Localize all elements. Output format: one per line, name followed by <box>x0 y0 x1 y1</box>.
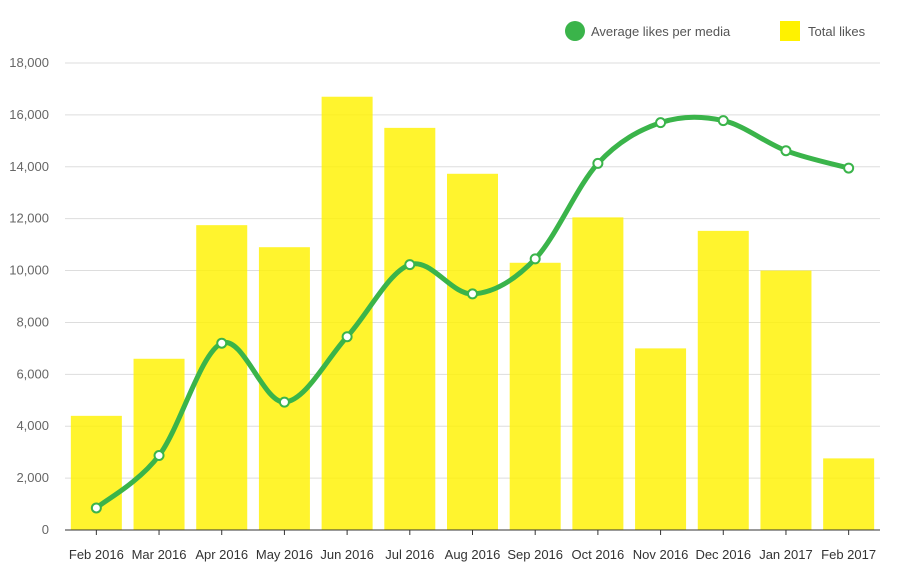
line-point <box>780 145 792 157</box>
line-point <box>153 450 165 462</box>
x-tick-label: Oct 2016 <box>572 547 625 562</box>
x-tick-label: May 2016 <box>256 547 313 562</box>
bar <box>823 458 875 530</box>
line-point <box>843 162 855 174</box>
series-line-average-likes <box>93 114 852 511</box>
x-tick-label: Jul 2016 <box>385 547 434 562</box>
x-tick-label: Apr 2016 <box>195 547 248 562</box>
x-tick-label: Dec 2016 <box>695 547 751 562</box>
line-point <box>717 115 729 127</box>
x-tick-label: Jan 2017 <box>759 547 813 562</box>
y-tick-label: 0 <box>42 522 49 537</box>
line-point <box>592 157 604 169</box>
y-tick-label: 6,000 <box>16 366 49 381</box>
line-point <box>655 117 667 129</box>
legend: Average likes per media Total likes <box>565 21 866 41</box>
line-point <box>467 288 478 300</box>
line-point <box>341 331 353 343</box>
line-point <box>90 502 102 514</box>
x-tick-label: Mar 2016 <box>132 547 187 562</box>
legend-label-average-likes: Average likes per media <box>591 24 731 39</box>
y-tick-label: 8,000 <box>16 314 49 329</box>
y-tick-label: 18,000 <box>9 55 49 70</box>
line-point <box>278 396 290 408</box>
y-tick-label: 14,000 <box>9 159 49 174</box>
bar <box>697 230 749 531</box>
y-tick-label: 12,000 <box>9 211 49 226</box>
line-point <box>529 253 541 265</box>
legend-marker-total-likes <box>780 21 800 41</box>
y-tick-label: 4,000 <box>16 418 49 433</box>
legend-marker-average-likes <box>565 21 585 41</box>
line-point <box>216 337 228 349</box>
x-tick-label: Jun 2016 <box>320 547 374 562</box>
line-point <box>404 259 416 271</box>
y-tick-label: 16,000 <box>9 107 49 122</box>
bar <box>635 348 687 530</box>
y-tick-label: 2,000 <box>16 470 49 485</box>
bar <box>572 217 624 530</box>
bar <box>447 173 498 530</box>
bar <box>509 262 561 530</box>
bar <box>196 225 248 530</box>
x-tick-label: Nov 2016 <box>633 547 689 562</box>
x-tick-label: Aug 2016 <box>445 547 501 562</box>
legend-label-total-likes: Total likes <box>808 24 866 39</box>
x-tick-label: Feb 2016 <box>69 547 124 562</box>
bar <box>133 358 185 530</box>
bar <box>384 127 436 530</box>
y-tick-label: 10,000 <box>9 263 49 278</box>
x-tick-label: Feb 2017 <box>821 547 876 562</box>
bar <box>760 270 812 530</box>
x-tick-label: Sep 2016 <box>507 547 563 562</box>
